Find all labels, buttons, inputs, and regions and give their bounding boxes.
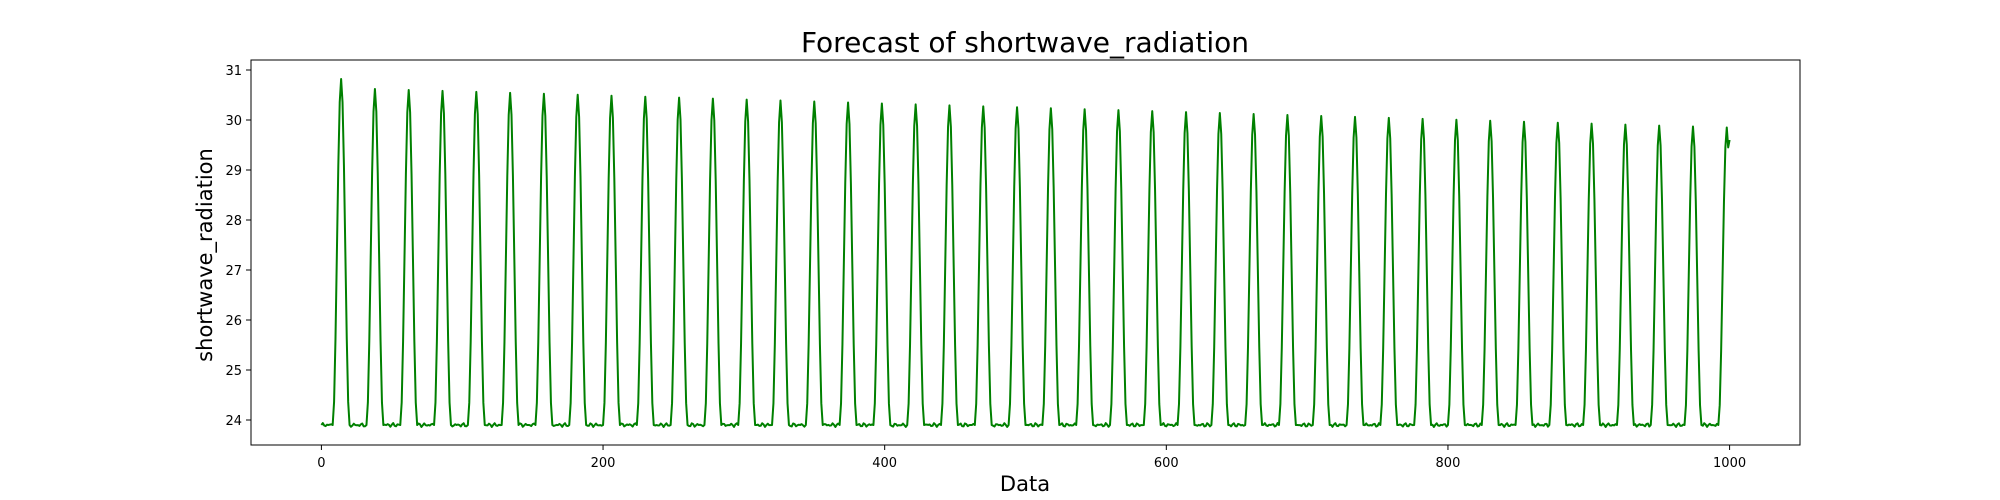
plot-area bbox=[320, 78, 1731, 428]
x-tick-label: 400 bbox=[872, 456, 897, 471]
y-tick-label: 30 bbox=[225, 114, 242, 129]
x-tick-label: 600 bbox=[1154, 456, 1179, 471]
x-tick-label: 200 bbox=[591, 456, 616, 471]
y-axis-label: shortwave_radiation bbox=[193, 148, 218, 362]
x-axis: 0 200 400 600 800 1000 bbox=[317, 445, 1746, 471]
x-tick-label: 1000 bbox=[1713, 456, 1746, 471]
y-tick-label: 25 bbox=[225, 364, 242, 379]
chart-title: Forecast of shortwave_radiation bbox=[801, 26, 1249, 59]
y-tick-label: 29 bbox=[225, 164, 242, 179]
y-axis: 24 25 26 27 28 29 30 31 bbox=[225, 64, 251, 429]
plot-frame bbox=[250, 59, 1801, 446]
y-tick-label: 24 bbox=[225, 414, 242, 429]
y-tick-label: 28 bbox=[225, 214, 242, 229]
y-tick-label: 31 bbox=[225, 64, 242, 79]
y-tick-label: 26 bbox=[225, 314, 242, 329]
series-line-forecast bbox=[320, 78, 1731, 428]
x-tick-label: 800 bbox=[1436, 456, 1461, 471]
x-tick-label: 0 bbox=[317, 456, 325, 471]
y-tick-label: 27 bbox=[225, 264, 242, 279]
x-axis-label: Data bbox=[1000, 472, 1050, 496]
